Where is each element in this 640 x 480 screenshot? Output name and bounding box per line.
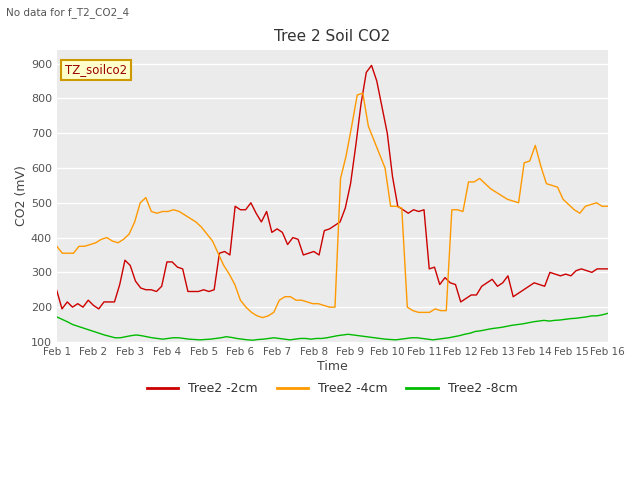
Title: Tree 2 Soil CO2: Tree 2 Soil CO2 xyxy=(274,29,390,44)
X-axis label: Time: Time xyxy=(317,360,348,372)
Text: TZ_soilco2: TZ_soilco2 xyxy=(65,63,127,76)
Text: No data for f_T2_CO2_4: No data for f_T2_CO2_4 xyxy=(6,7,129,18)
Legend: Tree2 -2cm, Tree2 -4cm, Tree2 -8cm: Tree2 -2cm, Tree2 -4cm, Tree2 -8cm xyxy=(142,377,522,400)
Y-axis label: CO2 (mV): CO2 (mV) xyxy=(15,166,28,226)
